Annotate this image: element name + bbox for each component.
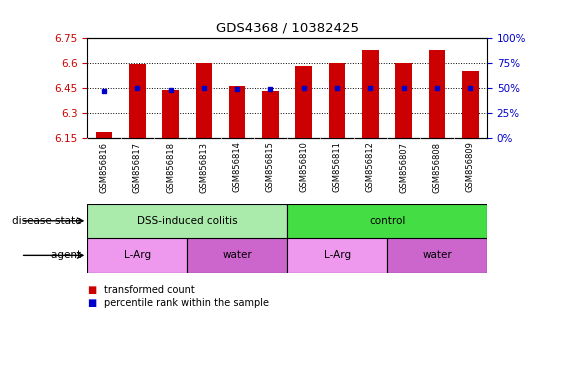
Text: L-Arg: L-Arg [124, 250, 151, 260]
Text: agent: agent [51, 250, 84, 260]
Text: DSS-induced colitis: DSS-induced colitis [137, 216, 238, 226]
Bar [395, 63, 412, 138]
Text: disease state: disease state [12, 216, 84, 226]
Text: GSM856811: GSM856811 [333, 142, 342, 192]
Bar [387, 238, 487, 273]
Text: GSM856809: GSM856809 [466, 142, 475, 192]
Bar [195, 63, 212, 138]
Bar [287, 238, 387, 273]
Bar [129, 64, 146, 138]
Text: GSM856817: GSM856817 [133, 142, 142, 192]
Bar [87, 204, 287, 238]
Bar [96, 132, 112, 138]
Bar [296, 66, 312, 138]
Text: GSM856808: GSM856808 [432, 142, 441, 192]
Bar [187, 238, 287, 273]
Text: GSM856814: GSM856814 [233, 142, 242, 192]
Text: control: control [369, 216, 405, 226]
Text: percentile rank within the sample: percentile rank within the sample [104, 298, 269, 308]
Text: GSM856816: GSM856816 [100, 142, 109, 192]
Bar [162, 90, 179, 138]
Text: ■: ■ [87, 298, 96, 308]
Title: GDS4368 / 10382425: GDS4368 / 10382425 [216, 22, 359, 35]
Text: GSM856813: GSM856813 [199, 142, 208, 192]
Text: GSM856815: GSM856815 [266, 142, 275, 192]
Bar [229, 86, 245, 138]
Text: GSM856818: GSM856818 [166, 142, 175, 192]
Text: GSM856807: GSM856807 [399, 142, 408, 192]
Bar [87, 238, 187, 273]
Bar [262, 91, 279, 138]
Bar [362, 50, 379, 138]
Bar [462, 71, 479, 138]
Text: water: water [422, 250, 452, 260]
Text: water: water [222, 250, 252, 260]
Bar [329, 63, 346, 138]
Bar [287, 204, 487, 238]
Text: GSM856810: GSM856810 [300, 142, 309, 192]
Text: transformed count: transformed count [104, 285, 195, 295]
Text: GSM856812: GSM856812 [366, 142, 375, 192]
Bar [428, 50, 445, 138]
Text: ■: ■ [87, 285, 96, 295]
Text: L-Arg: L-Arg [324, 250, 351, 260]
